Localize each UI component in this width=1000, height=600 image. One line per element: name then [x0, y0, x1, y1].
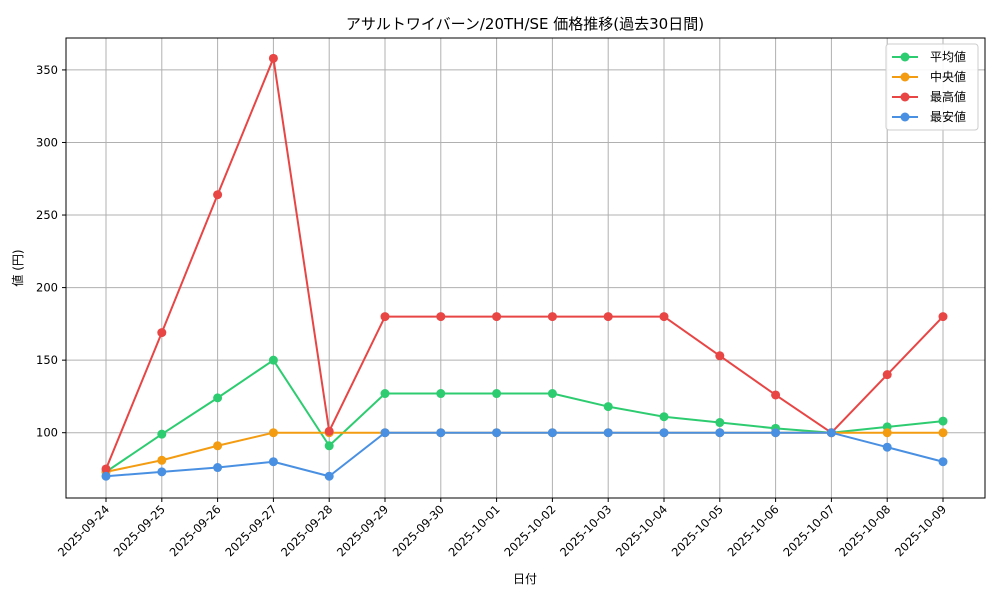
legend-marker	[900, 52, 910, 62]
data-point	[938, 416, 948, 426]
y-tick-label: 100	[36, 426, 58, 440]
series-group	[101, 53, 948, 481]
data-point	[938, 312, 948, 322]
data-point	[547, 312, 557, 322]
data-point	[882, 428, 892, 438]
y-axis-label: 値 (円)	[10, 249, 25, 286]
data-point	[603, 312, 613, 322]
data-point	[603, 428, 613, 438]
data-point	[380, 389, 390, 399]
y-tick-label: 200	[36, 281, 58, 295]
data-point	[101, 471, 111, 481]
x-axis-label: 日付	[513, 572, 537, 586]
data-point	[492, 428, 502, 438]
data-point	[213, 393, 223, 403]
legend-item: 最安値	[892, 109, 966, 124]
data-point	[213, 190, 223, 200]
grid	[66, 38, 985, 498]
series-最高値	[101, 53, 948, 474]
data-point	[659, 312, 669, 322]
y-tick-label: 300	[36, 135, 58, 149]
series-line	[105, 359, 944, 473]
legend-label: 最安値	[930, 109, 966, 124]
series-最安値	[101, 428, 948, 481]
legend-label: 最高値	[930, 89, 966, 104]
data-point	[380, 312, 390, 322]
data-point	[324, 441, 334, 451]
data-point	[882, 442, 892, 452]
legend-marker	[900, 92, 910, 102]
data-point	[157, 455, 167, 465]
data-point	[492, 389, 502, 399]
data-point	[659, 412, 669, 422]
legend-item: 中央値	[892, 69, 966, 84]
data-point	[547, 428, 557, 438]
plot-frame	[65, 37, 986, 499]
data-point	[882, 370, 892, 380]
series-line	[105, 57, 944, 470]
data-point	[492, 312, 502, 322]
y-tick-label: 350	[36, 63, 58, 77]
data-point	[157, 467, 167, 477]
data-point	[268, 428, 278, 438]
data-point	[715, 418, 725, 428]
data-point	[659, 428, 669, 438]
legend-item: 平均値	[892, 49, 966, 64]
data-point	[268, 457, 278, 467]
legend-label: 平均値	[930, 49, 966, 64]
data-point	[547, 389, 557, 399]
data-point	[436, 428, 446, 438]
data-point	[771, 390, 781, 400]
y-axis: 100 150 200 250 300 350	[36, 63, 66, 440]
y-tick-label: 250	[36, 208, 58, 222]
data-point	[826, 428, 836, 438]
data-point	[938, 428, 948, 438]
data-point	[603, 402, 613, 412]
legend-item: 最高値	[892, 89, 966, 104]
data-point	[157, 429, 167, 439]
series-line	[105, 431, 944, 478]
data-point	[771, 428, 781, 438]
legend-marker	[900, 72, 910, 82]
data-point	[268, 53, 278, 63]
y-tick-label: 150	[36, 353, 58, 367]
data-point	[715, 428, 725, 438]
data-point	[324, 471, 334, 481]
data-point	[938, 457, 948, 467]
data-point	[324, 426, 334, 436]
data-point	[213, 441, 223, 451]
legend-box	[885, 43, 979, 131]
data-point	[157, 328, 167, 338]
data-point	[436, 389, 446, 399]
data-point	[101, 464, 111, 474]
legend-marker	[900, 112, 910, 122]
series-平均値	[101, 355, 948, 477]
data-point	[268, 355, 278, 365]
data-point	[380, 428, 390, 438]
legend-label: 中央値	[930, 69, 966, 84]
data-point	[715, 351, 725, 361]
data-point	[436, 312, 446, 322]
data-point	[213, 463, 223, 473]
chart-title: アサルトワイバーン/20TH/SE 価格推移(過去30日間)	[346, 15, 704, 33]
